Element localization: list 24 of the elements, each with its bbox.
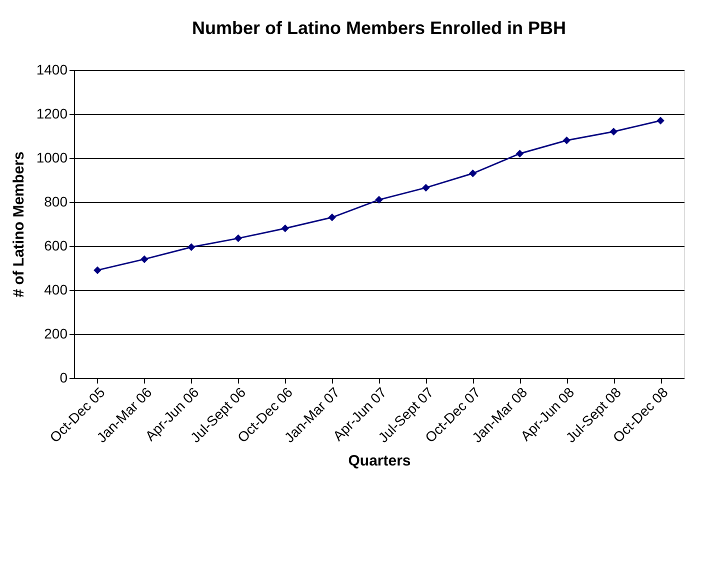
- point: [656, 116, 664, 124]
- y-axis-title: # of Latino Members: [10, 152, 28, 298]
- y-tick-label: 1000: [36, 150, 68, 166]
- x-axis-title: Quarters: [348, 452, 411, 470]
- point: [94, 266, 102, 274]
- point: [234, 234, 242, 242]
- point: [468, 170, 477, 178]
- y-tick-label: 1400: [36, 62, 68, 78]
- point: [328, 214, 336, 222]
- y-tick-label: 400: [44, 282, 68, 298]
- point: [422, 184, 430, 192]
- point: [562, 136, 571, 144]
- point: [610, 128, 618, 136]
- point: [516, 150, 524, 158]
- y-tick-label: 1200: [36, 106, 68, 122]
- y-tick-label: 600: [44, 238, 68, 254]
- y-tick-label: 0: [60, 370, 68, 386]
- y-tick-label: 200: [44, 326, 68, 342]
- chart-title: Number of Latino Members Enrolled in PBH: [192, 18, 566, 38]
- point: [375, 196, 383, 204]
- point: [140, 255, 148, 264]
- point: [187, 243, 196, 251]
- point: [281, 224, 290, 232]
- y-tick-label: 800: [44, 194, 68, 210]
